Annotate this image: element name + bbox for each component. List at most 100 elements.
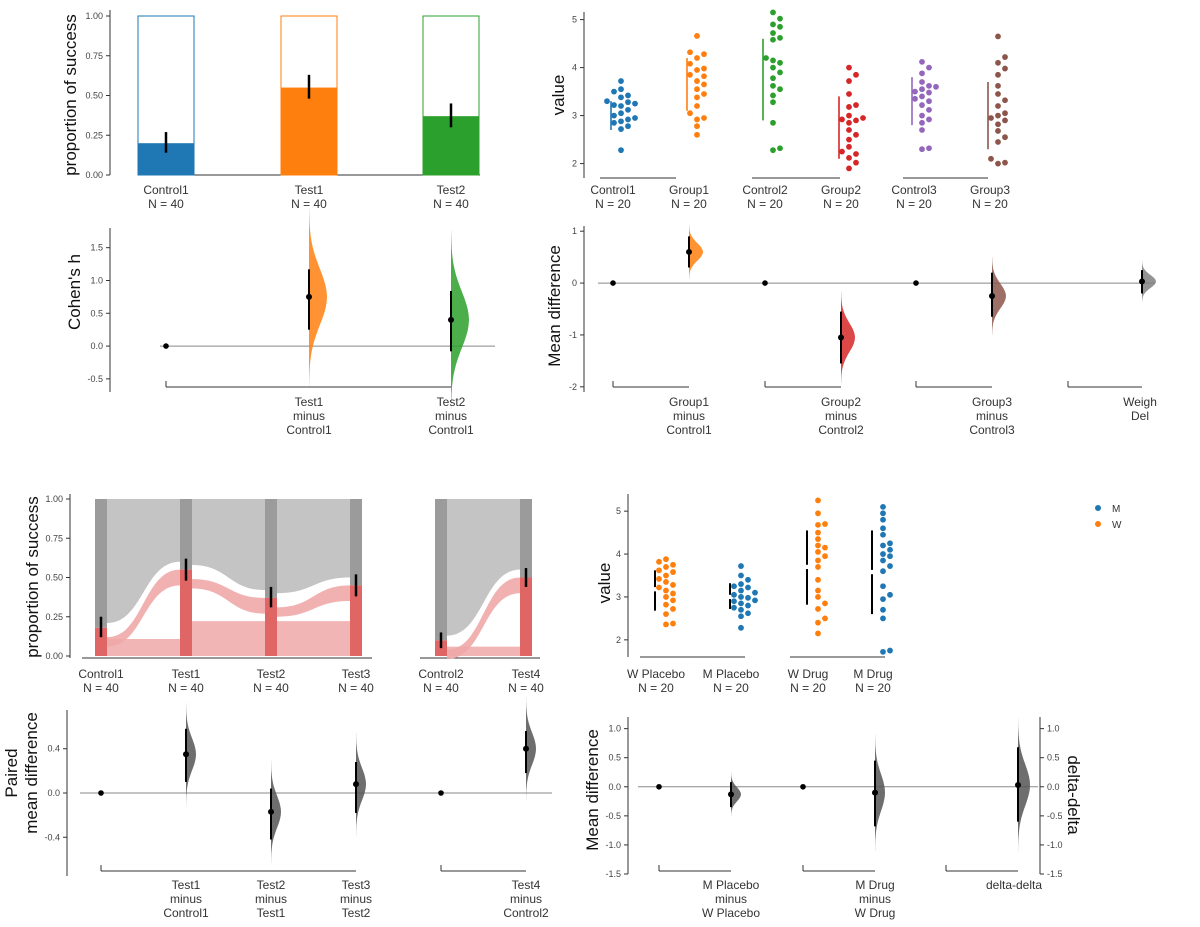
a2-data-point: [625, 106, 631, 113]
b2-data-point: [815, 619, 821, 626]
b2-data-point: [663, 594, 669, 600]
a4-y-title: Mean difference: [545, 245, 564, 367]
b2-data-point: [656, 584, 662, 591]
b2-data-point: [663, 587, 669, 594]
b2-category-label: W Drug: [788, 667, 829, 681]
a4-contrast-label: Group1: [669, 395, 709, 409]
a4-contrast-label: Group2: [821, 395, 861, 409]
a3-y-title: Cohen's h: [65, 254, 84, 330]
b1-n-label: N = 40: [508, 681, 544, 695]
b4-y2-title: delta-delta: [1064, 755, 1083, 835]
b1-flow-base: [277, 621, 350, 656]
b1-y-title: proportion of success: [23, 496, 42, 658]
b2-data-point: [880, 510, 886, 517]
a2-data-point: [919, 127, 925, 133]
a2-data-point: [995, 139, 1001, 145]
b2-data-point: [670, 606, 676, 612]
b1-n-label: N = 40: [168, 681, 204, 695]
a2-data-point: [770, 75, 776, 82]
b1-y-axis-tick-label: 0.00: [45, 651, 63, 661]
b2-data-point: [815, 594, 821, 600]
b4-contrast-label: W Placebo: [702, 906, 760, 920]
b1-bar-grey: [180, 499, 192, 570]
b3-contrast-label: Test1: [172, 878, 201, 892]
b2-data-point: [663, 579, 669, 585]
b2-y-axis-tick-label: 4: [616, 549, 621, 559]
b2-data-point: [815, 557, 821, 564]
b1-flow-red: [447, 577, 520, 660]
a4-y-title-line: Mean difference: [545, 245, 564, 367]
b2-data-point: [880, 542, 886, 549]
a3-contrast-label: Test1: [295, 395, 324, 409]
b2-data-point: [670, 590, 676, 597]
a2-data-point: [995, 128, 1001, 134]
b4-reference-point: [656, 783, 662, 790]
a2-y-axis-tick-label: 3: [572, 111, 577, 121]
a2-data-point: [846, 119, 852, 126]
b1-y-title-line: proportion of success: [23, 496, 42, 658]
a2-data-point: [687, 60, 693, 67]
a4-contrast-label: minus: [825, 409, 857, 423]
a2-data-point: [846, 127, 852, 133]
b4-bootstrap-distribution: [731, 772, 741, 817]
a2-data-point: [846, 165, 852, 172]
a2-data-point: [853, 117, 859, 124]
a2-data-point: [846, 143, 852, 150]
b2-n-label: N = 20: [713, 681, 749, 695]
b3-effect-point: [268, 808, 274, 815]
a3-effect-point: [448, 316, 454, 323]
b1-flow-grey: [107, 499, 180, 624]
b3-contrast-label: minus: [340, 892, 372, 906]
b1-bar-red: [95, 627, 107, 656]
a1-n-label: N = 40: [291, 197, 327, 211]
a4-effect-point: [838, 334, 844, 341]
a2-data-point: [912, 95, 918, 102]
a4-bootstrap-distribution: [689, 224, 703, 280]
a3-contrast-label: Control1: [286, 423, 332, 437]
a3-y-axis-tick-label: 0.0: [90, 341, 103, 351]
a2-data-point: [618, 86, 624, 93]
a4-reference-point: [762, 280, 768, 286]
b2-legend-marker: [1095, 521, 1101, 527]
a2-data-point: [926, 145, 932, 152]
b2-data-point: [738, 587, 744, 594]
a2-data-point: [777, 69, 783, 76]
a2-data-point: [777, 23, 783, 30]
b2-data-point: [822, 521, 828, 527]
b3-y-title-line: Paired: [2, 748, 21, 797]
a3-reference-point: [163, 343, 169, 349]
b4-y2-tick-label: 0.5: [1047, 753, 1060, 763]
a2-data-point: [687, 110, 693, 117]
b2-data-point: [880, 525, 886, 532]
a2-data-point: [694, 94, 700, 101]
b4-y2-tick-label: -0.5: [1047, 811, 1063, 821]
b4-y-title-line: Mean difference: [583, 729, 602, 851]
a2-data-point: [625, 123, 631, 130]
a4-y-axis-tick-label: 1: [572, 226, 577, 236]
b3-y-title-line: mean difference: [22, 712, 41, 834]
a2-data-point: [995, 33, 1001, 40]
b2-data-point: [738, 572, 744, 579]
b2-y-axis-tick-label: 2: [616, 635, 621, 645]
a2-data-point: [995, 59, 1001, 66]
b3-contrast-label: Test1: [257, 906, 286, 920]
a2-data-point: [770, 147, 776, 154]
a2-category-label: Group1: [669, 183, 709, 197]
a2-data-point: [995, 71, 1001, 78]
a2-data-point: [618, 78, 624, 84]
b1-n-label: N = 40: [83, 681, 119, 695]
a2-data-point: [694, 123, 700, 130]
b2-data-point: [815, 542, 821, 549]
b2-y-axis-tick-label: 3: [616, 592, 621, 602]
a2-data-point: [618, 147, 624, 154]
a2-data-point: [933, 83, 939, 90]
b3-y-axis-tick-label: -0.4: [44, 832, 60, 842]
a2-data-point: [770, 9, 776, 16]
a2-data-point: [687, 49, 693, 56]
b2-data-point: [663, 621, 669, 628]
b1-flow-red: [107, 569, 180, 647]
b2-data-point: [745, 584, 751, 591]
b2-data-point: [887, 540, 893, 547]
a4-contrast-label: Control2: [818, 423, 864, 437]
b2-category-label: M Placebo: [703, 667, 760, 681]
